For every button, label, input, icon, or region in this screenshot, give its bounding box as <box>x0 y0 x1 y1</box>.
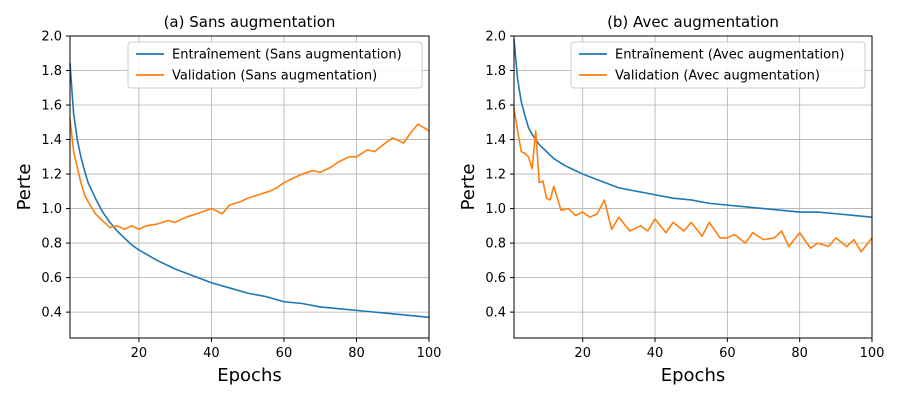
series-line-0-1 <box>69 118 430 231</box>
chart-panel-0: 20 40 60 80 100 0.4 0.6 0.8 1.0 1.2 1.4 1.6 1.8 2.0 (a… <box>14 13 441 386</box>
legend-0: Entraînement (Sans augmentation) Validati… <box>127 41 423 89</box>
y-tick-label-8: 2.0 <box>485 30 506 45</box>
x-tick-label-1: 40 <box>203 346 220 361</box>
x-tick-label-0: 20 <box>131 346 148 361</box>
x-tick-label-0: 20 <box>574 346 591 361</box>
legend-box <box>570 41 866 89</box>
y-tick-label-1: 0.6 <box>41 271 62 286</box>
x-tick-label-1: 40 <box>647 346 664 361</box>
axes-frame-1 <box>513 35 873 339</box>
y-tick-label-5: 1.4 <box>41 133 62 148</box>
x-axis-label: Epochs <box>217 365 282 386</box>
y-tick-label-4: 1.2 <box>41 168 62 183</box>
chart-title: (b) Avec augmentation <box>607 13 779 31</box>
x-tick-label-4: 100 <box>860 346 885 361</box>
y-axis-label: Perte <box>458 164 479 211</box>
y-tick-label-0: 0.4 <box>485 306 506 321</box>
y-tick-label-7: 1.8 <box>485 64 506 79</box>
y-tick-label-3: 1.0 <box>41 202 62 217</box>
y-tick-label-3: 1.0 <box>485 202 506 217</box>
y-tick-label-7: 1.8 <box>41 64 62 79</box>
y-axis-label: Perte <box>14 164 35 211</box>
x-tick-label-2: 60 <box>276 346 293 361</box>
x-tick-label-3: 80 <box>348 346 365 361</box>
x-axis-label: Epochs <box>661 365 726 386</box>
legend-label-0: Entraînement (Avec augmentation) <box>615 48 844 63</box>
x-tick-label-2: 60 <box>719 346 736 361</box>
series-line-1-0 <box>513 38 873 218</box>
legend-box <box>127 41 423 89</box>
y-tick-label-2: 0.8 <box>41 237 62 252</box>
y-tick-label-0: 0.4 <box>41 306 62 321</box>
legend-1: Entraînement (Avec augmentation) Validati… <box>570 41 866 89</box>
legend-label-1: Validation (Sans augmentation) <box>172 69 377 84</box>
legend-label-0: Entraînement (Sans augmentation) <box>172 48 402 63</box>
chart-title: (a) Sans augmentation <box>164 13 336 31</box>
legend-label-1: Validation (Avec augmentation) <box>615 69 820 84</box>
x-tick-label-3: 80 <box>791 346 808 361</box>
y-tick-label-1: 0.6 <box>485 271 506 286</box>
chart-panel-1: 20 40 60 80 100 0.4 0.6 0.8 1.0 1.2 1.4 1.6 1.8 2.0 (b… <box>458 13 884 386</box>
y-tick-label-6: 1.6 <box>485 99 506 114</box>
series-line-0-0 <box>69 62 430 319</box>
y-tick-label-4: 1.2 <box>485 168 506 183</box>
y-tick-label-5: 1.4 <box>485 133 506 148</box>
series-line-1-1 <box>513 107 873 253</box>
axes-frame-0 <box>69 35 430 339</box>
x-tick-label-4: 100 <box>417 346 442 361</box>
y-tick-label-2: 0.8 <box>485 237 506 252</box>
y-tick-label-8: 2.0 <box>41 30 62 45</box>
y-tick-label-6: 1.6 <box>41 99 62 114</box>
